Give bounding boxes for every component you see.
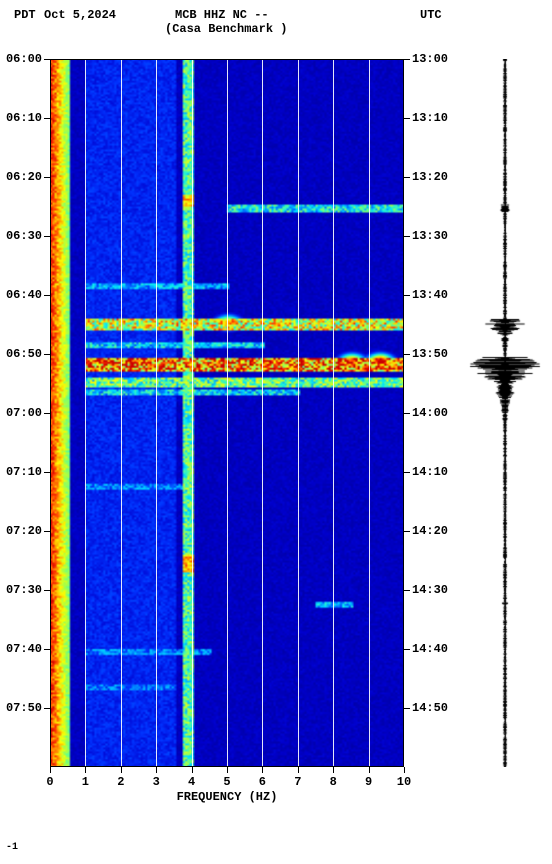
right-ytick: 13:20 xyxy=(412,170,448,184)
xtick: 3 xyxy=(153,775,160,789)
xtick: 2 xyxy=(117,775,124,789)
left-timezone-label: PDT xyxy=(14,8,36,22)
y-axis-right: 13:0013:1013:2013:3013:4013:5014:0014:10… xyxy=(404,59,454,767)
right-ytick: 13:40 xyxy=(412,288,448,302)
xtick: 4 xyxy=(188,775,195,789)
right-ytick: 13:50 xyxy=(412,347,448,361)
xtick: 1 xyxy=(82,775,89,789)
date-label: Oct 5,2024 xyxy=(44,8,116,22)
right-ytick: 14:00 xyxy=(412,406,448,420)
xtick: 5 xyxy=(223,775,230,789)
left-ytick: 07:20 xyxy=(6,524,42,538)
right-ytick: 14:50 xyxy=(412,701,448,715)
xtick: 6 xyxy=(259,775,266,789)
y-axis-left: 06:0006:1006:2006:3006:4006:5007:0007:10… xyxy=(0,59,50,767)
corner-mark: -1 xyxy=(6,842,18,853)
right-ytick: 13:10 xyxy=(412,111,448,125)
x-axis-label: FREQUENCY (HZ) xyxy=(50,790,404,804)
xtick: 9 xyxy=(365,775,372,789)
left-ytick: 06:10 xyxy=(6,111,42,125)
left-ytick: 06:50 xyxy=(6,347,42,361)
waveform-canvas xyxy=(465,59,545,767)
right-ytick: 13:30 xyxy=(412,229,448,243)
left-ytick: 06:00 xyxy=(6,52,42,66)
left-ytick: 06:30 xyxy=(6,229,42,243)
right-ytick: 14:40 xyxy=(412,642,448,656)
xtick: 7 xyxy=(294,775,301,789)
xtick: 8 xyxy=(330,775,337,789)
right-ytick: 14:20 xyxy=(412,524,448,538)
left-ytick: 07:10 xyxy=(6,465,42,479)
xtick: 10 xyxy=(397,775,411,789)
station-line-1: MCB HHZ NC -- xyxy=(175,8,269,22)
station-line-2: (Casa Benchmark ) xyxy=(165,22,287,36)
right-ytick: 14:10 xyxy=(412,465,448,479)
right-timezone-label: UTC xyxy=(420,8,442,22)
left-ytick: 07:50 xyxy=(6,701,42,715)
waveform-plot xyxy=(465,59,545,767)
left-ytick: 07:40 xyxy=(6,642,42,656)
left-ytick: 07:30 xyxy=(6,583,42,597)
left-ytick: 06:20 xyxy=(6,170,42,184)
right-ytick: 13:00 xyxy=(412,52,448,66)
xtick: 0 xyxy=(46,775,53,789)
left-ytick: 07:00 xyxy=(6,406,42,420)
left-ytick: 06:40 xyxy=(6,288,42,302)
right-ytick: 14:30 xyxy=(412,583,448,597)
spectrogram-plot xyxy=(50,59,404,767)
